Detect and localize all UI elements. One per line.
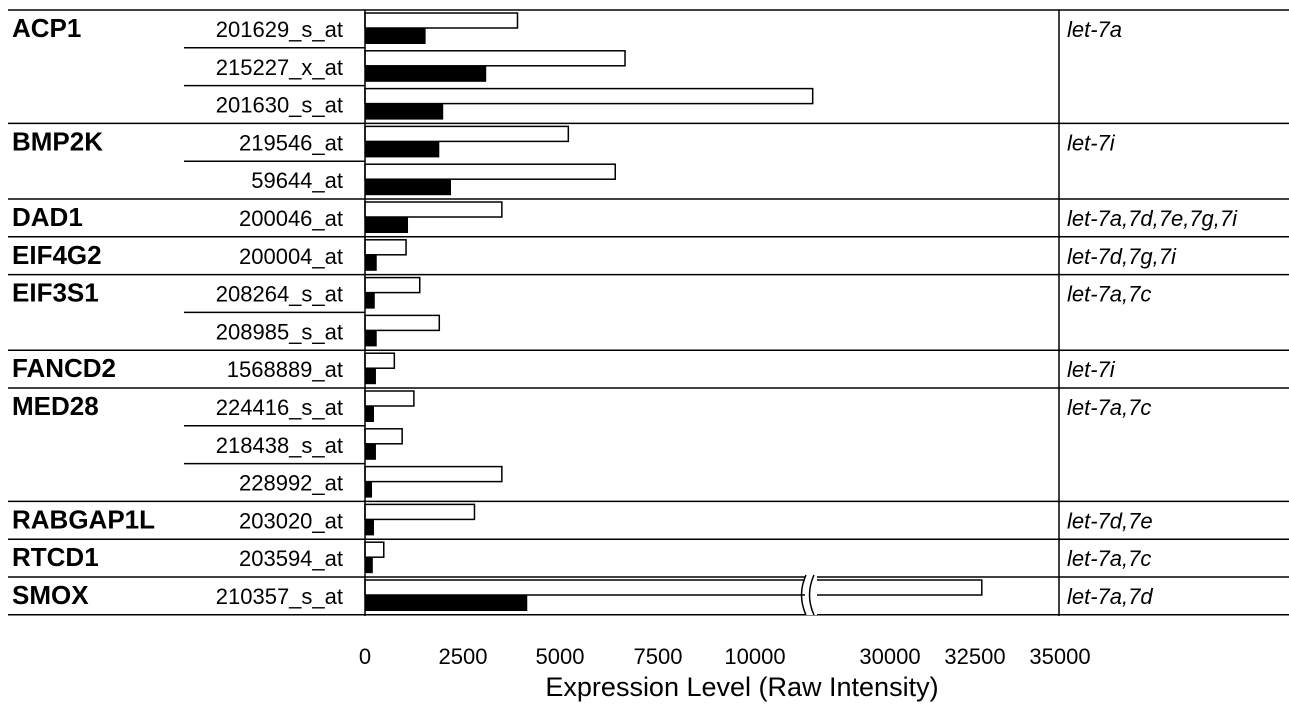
bar-open xyxy=(364,541,385,558)
bar-open xyxy=(364,12,519,29)
bar-filled xyxy=(365,443,376,460)
bar-open xyxy=(364,125,570,143)
bar-filled xyxy=(365,368,376,385)
bar-filled xyxy=(365,595,528,611)
bar-open xyxy=(364,390,415,407)
x-tick-label: 35000 xyxy=(1029,644,1090,669)
bar-open xyxy=(364,50,626,67)
bar-filled xyxy=(365,519,374,536)
bar-open xyxy=(364,239,407,256)
bar-filled xyxy=(365,65,487,82)
probe-label: 208985_s_at xyxy=(216,319,343,344)
x-tick-label: 7500 xyxy=(634,644,683,669)
probe-label: 200046_at xyxy=(239,206,343,231)
bar-open xyxy=(364,87,814,105)
mirna-label: let-7i xyxy=(1067,130,1116,155)
probe-label: 215227_x_at xyxy=(216,55,343,80)
gene-label: EIF4G2 xyxy=(12,240,102,270)
mirna-label: let-7a,7d,7e,7g,7i xyxy=(1067,206,1238,231)
gene-label: DAD1 xyxy=(12,202,83,232)
bar-open xyxy=(364,163,616,180)
x-tick-label: 10000 xyxy=(724,644,785,669)
probe-label: 201629_s_at xyxy=(216,17,343,42)
x-tick-label: 5000 xyxy=(536,644,585,669)
probe-label: 210357_s_at xyxy=(216,584,343,609)
mirna-label: let-7a,7c xyxy=(1067,395,1151,420)
gene-label: BMP2K xyxy=(12,126,103,156)
bar-open xyxy=(364,201,503,218)
gene-label: EIF3S1 xyxy=(12,278,99,308)
probe-label: 203594_at xyxy=(239,546,343,571)
x-tick-label: 2500 xyxy=(439,644,488,669)
gene-label: ACP1 xyxy=(12,13,81,43)
probe-label: 219546_at xyxy=(239,130,343,155)
probe-label: 203020_at xyxy=(239,508,343,533)
axis-break-mark xyxy=(800,574,807,616)
mirna-label: let-7a xyxy=(1067,17,1122,42)
bar-filled xyxy=(365,292,375,309)
bar-filled xyxy=(365,103,444,120)
bar-open xyxy=(364,314,441,332)
gene-label: MED28 xyxy=(12,391,99,421)
bar-filled xyxy=(365,330,377,347)
axis-break-mark xyxy=(808,574,815,616)
bar-filled xyxy=(365,481,373,498)
probe-label: 59644_at xyxy=(251,168,343,193)
probe-label: 218438_s_at xyxy=(216,433,343,458)
gene-label: SMOX xyxy=(12,580,89,610)
gene-label: RTCD1 xyxy=(12,542,99,572)
bar-open xyxy=(364,428,403,445)
bar-filled xyxy=(365,217,409,233)
bar-open xyxy=(364,276,421,294)
probe-label: 224416_s_at xyxy=(216,395,343,420)
probe-label: 201630_s_at xyxy=(216,93,343,118)
gene-label: RABGAP1L xyxy=(12,504,155,534)
bar-filled xyxy=(365,254,377,271)
mirna-label: let-7d,7e xyxy=(1067,508,1153,533)
bar-open xyxy=(364,503,476,521)
bar-filled xyxy=(365,179,452,196)
bar-open xyxy=(364,465,503,483)
x-axis-label: Expression Level (Raw Intensity) xyxy=(545,672,938,702)
bar-open xyxy=(364,579,983,596)
probe-label: 1568889_at xyxy=(227,357,343,382)
gene-label: FANCD2 xyxy=(12,353,116,383)
bar-open xyxy=(364,352,396,369)
bar-filled xyxy=(365,28,426,44)
mirna-label: let-7a,7c xyxy=(1067,546,1151,571)
bar-filled xyxy=(365,406,374,422)
probe-label: 208264_s_at xyxy=(216,282,343,307)
mirna-label: let-7i xyxy=(1067,357,1116,382)
bar-filled xyxy=(365,557,373,574)
bar-filled xyxy=(365,141,440,158)
probe-label: 228992_at xyxy=(239,471,343,496)
mirna-label: let-7a,7c xyxy=(1067,282,1151,307)
x-tick-label: 30000 xyxy=(859,644,920,669)
axis-break-gap xyxy=(805,575,817,615)
x-tick-label: 32500 xyxy=(944,644,1005,669)
mirna-label: let-7d,7g,7i xyxy=(1067,244,1177,269)
mirna-label: let-7a,7d xyxy=(1067,584,1153,609)
x-tick-label: 0 xyxy=(359,644,371,669)
probe-label: 200004_at xyxy=(239,244,343,269)
